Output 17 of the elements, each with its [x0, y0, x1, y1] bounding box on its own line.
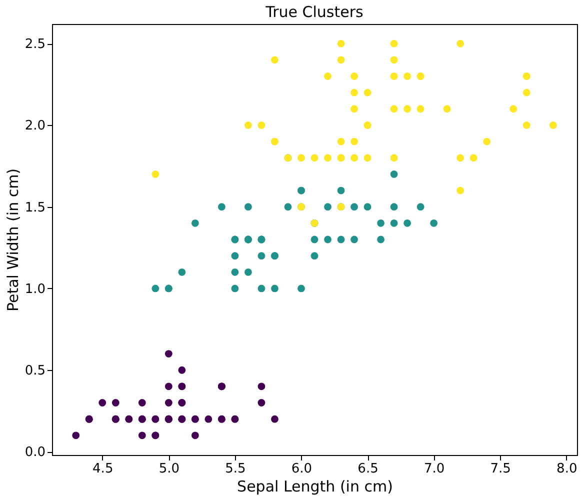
y-tick-label: 0.5	[24, 364, 46, 379]
y-tick-label: 2.0	[24, 118, 46, 134]
x-tick-label: 7.5	[490, 462, 511, 476]
x-tick-label: 7.0	[424, 462, 445, 476]
x-axis-title: Sepal Length (in cm)	[237, 478, 393, 496]
chart-title: True Clusters	[264, 3, 364, 21]
x-tick-label: 8.0	[556, 462, 578, 476]
y-tick-label: 1.0	[24, 282, 46, 297]
y-tick-label: 2.5	[24, 37, 46, 52]
x-tick-label: 5.0	[158, 462, 180, 476]
x-tick-label: 6.0	[291, 462, 312, 476]
x-tick-label: 4.5	[92, 462, 114, 476]
x-tick-label: 6.5	[358, 462, 378, 476]
y-tick-label: 1.5	[24, 200, 46, 216]
y-axis-title: Petal Width (in cm)	[4, 168, 22, 312]
x-tick-label: 5.5	[225, 462, 246, 476]
y-tick-label: 0.0	[24, 445, 46, 460]
